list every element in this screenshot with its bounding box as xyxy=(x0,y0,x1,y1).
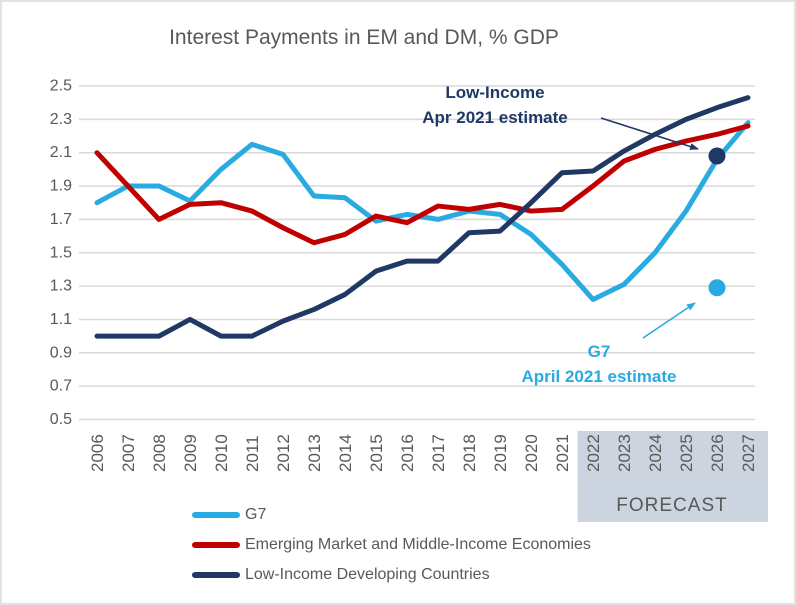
y-tick-label: 0.5 xyxy=(50,411,72,428)
x-tick-label: 2009 xyxy=(181,434,200,472)
x-tick-label: 2025 xyxy=(677,434,696,472)
legend-label-emerging-markets: Emerging Market and Middle-Income Econom… xyxy=(245,536,591,553)
x-tick-label: 2021 xyxy=(553,434,572,472)
g7-estimate-dot xyxy=(708,279,726,297)
x-tick-label: 2027 xyxy=(739,434,758,472)
x-tick-label: 2011 xyxy=(243,435,262,472)
x-tick-label: 2016 xyxy=(398,434,417,472)
y-tick-label: 1.7 xyxy=(50,211,72,228)
x-tick-label: 2006 xyxy=(88,434,107,472)
x-tick-label: 2022 xyxy=(584,434,603,472)
legend-item-low-income: Low-Income Developing Countries xyxy=(192,560,591,590)
low-income-annotation-arrow xyxy=(600,117,699,150)
g7-line-swatch xyxy=(192,511,240,519)
series-line-emerging-market-and-middle-inc xyxy=(94,123,751,246)
y-tick-label: 1.3 xyxy=(50,278,72,295)
legend: G7 Emerging Market and Middle-Income Eco… xyxy=(192,500,591,590)
x-tick-label: 2014 xyxy=(336,434,355,472)
annotation-g7-estimate: G7 April 2021 estimate xyxy=(522,339,677,389)
x-tick-label: 2010 xyxy=(212,434,231,472)
x-tick-label: 2008 xyxy=(150,434,169,472)
forecast-band xyxy=(577,431,768,522)
x-tick-label: 2013 xyxy=(305,434,324,472)
annotation-low-income-estimate: Low-Income Apr 2021 estimate xyxy=(422,80,568,130)
y-tick-label: 1.9 xyxy=(50,178,72,195)
legend-label-low-income: Low-Income Developing Countries xyxy=(245,566,490,583)
x-tick-label: 2020 xyxy=(522,434,541,472)
annotation-text-line: Low-Income xyxy=(445,83,545,102)
y-tick-label: 2.3 xyxy=(50,111,72,128)
x-tick-label: 2012 xyxy=(274,434,293,472)
x-tick-label: 2019 xyxy=(491,434,510,472)
series-line-low-income-developing-countrie xyxy=(94,95,751,339)
x-tick-label: 2015 xyxy=(367,434,386,472)
x-tick-label: 2018 xyxy=(460,434,479,472)
low-income-line-swatch xyxy=(192,571,240,579)
x-tick-label: 2017 xyxy=(429,434,448,472)
emerging-markets-line-swatch xyxy=(192,541,240,549)
low-income-estimate-dot xyxy=(708,147,726,165)
x-tick-label: 2026 xyxy=(708,434,727,472)
annotation-text-line: April 2021 estimate xyxy=(521,367,677,386)
y-tick-label: 1.5 xyxy=(50,244,72,261)
chart-title: Interest Payments in EM and DM, % GDP xyxy=(169,26,559,49)
g7-annotation-arrow xyxy=(642,302,696,339)
y-tick-label: 2.1 xyxy=(50,144,72,161)
y-tick-label: 2.5 xyxy=(50,78,72,95)
annotation-text-line: G7 xyxy=(587,342,611,361)
legend-label-g7: G7 xyxy=(245,506,267,523)
x-tick-label: 2007 xyxy=(119,434,138,472)
annotation-text-line: Apr 2021 estimate xyxy=(422,108,568,127)
y-tick-label: 0.9 xyxy=(50,344,72,361)
y-tick-label: 1.1 xyxy=(50,311,72,328)
legend-item-g7: G7 xyxy=(192,500,591,530)
legend-item-emerging-markets: Emerging Market and Middle-Income Econom… xyxy=(192,530,591,560)
y-tick-label: 0.7 xyxy=(50,378,72,395)
x-tick-label: 2024 xyxy=(646,434,665,472)
x-tick-label: 2023 xyxy=(615,434,634,472)
forecast-label: FORECAST xyxy=(616,495,728,516)
